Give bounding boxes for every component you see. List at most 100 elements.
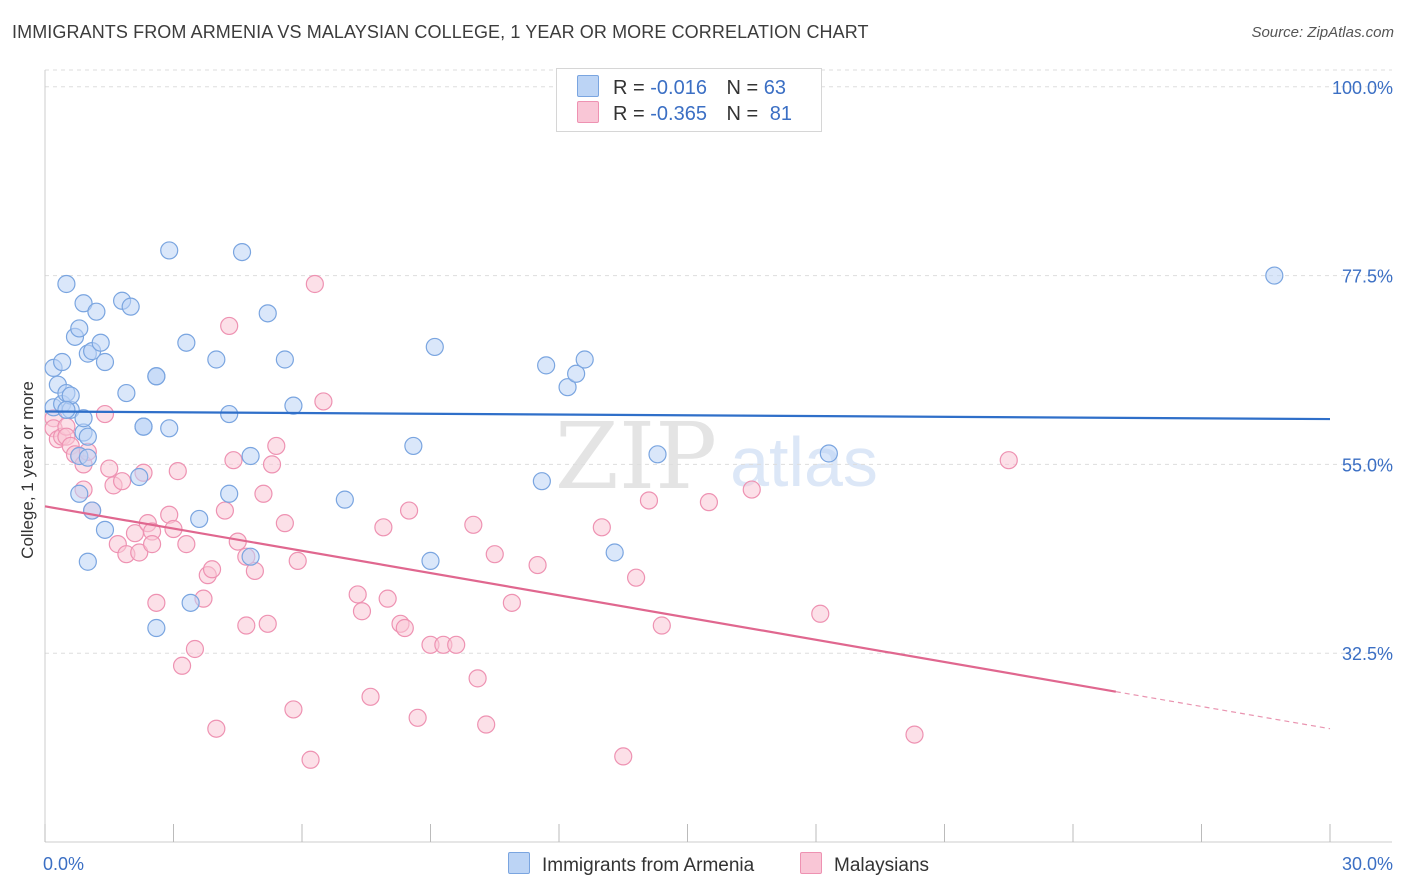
legend: Immigrants from Armenia Malaysians: [0, 852, 1406, 876]
source-label: Source: ZipAtlas.com: [1251, 24, 1394, 41]
malaysians-point: [177, 535, 196, 554]
malaysians-point: [100, 459, 119, 478]
armenia-point: [87, 302, 106, 321]
armenia-r-label: R =: [613, 77, 645, 99]
y-tick-label: 55.0%: [1342, 455, 1393, 475]
malaysians-point: [361, 687, 380, 706]
armenia-point: [532, 472, 551, 491]
stats-row-armenia: R = -0.016 N = 63: [577, 75, 786, 101]
axes: [44, 70, 1392, 843]
armenia-point: [121, 297, 140, 316]
malaysians-point: [237, 616, 256, 635]
malaysians-swatch: [577, 101, 599, 123]
armenia-n-label: N =: [726, 77, 759, 99]
malaysians-n-value: 81: [769, 103, 793, 125]
armenia-points: [44, 241, 1284, 638]
malaysians-point: [502, 593, 521, 612]
armenia-point: [1265, 266, 1284, 285]
malaysians-point: [447, 635, 466, 654]
malaysians-point: [378, 589, 397, 608]
malaysians-point: [485, 545, 504, 564]
armenia-point: [648, 445, 667, 464]
legend-item-armenia[interactable]: Immigrants from Armenia: [508, 852, 754, 877]
malaysians-point: [464, 515, 483, 534]
malaysians-point: [172, 656, 192, 675]
armenia-point: [95, 520, 115, 539]
malaysians-point: [130, 543, 149, 562]
armenia-point: [53, 352, 72, 372]
malaysians-point: [374, 518, 393, 537]
x-tick-label-max: 30.0%: [1342, 854, 1393, 874]
armenia-point: [258, 304, 277, 323]
malaysians-point: [207, 719, 226, 738]
malaysians-point: [477, 715, 496, 734]
armenia-point: [134, 417, 153, 436]
malaysians-point: [348, 585, 367, 604]
malaysians-point: [147, 593, 166, 612]
armenia-point: [70, 319, 89, 338]
armenia-point: [160, 419, 179, 438]
malaysians-point: [626, 568, 646, 587]
armenia-point: [575, 350, 594, 369]
armenia-point: [220, 404, 239, 424]
x-tick-label-min: 0.0%: [43, 854, 84, 874]
armenia-point: [74, 409, 93, 428]
y-tick-label: 100.0%: [1332, 78, 1393, 98]
malaysians-point: [142, 535, 162, 554]
armenia-point: [130, 467, 149, 487]
malaysians-point: [220, 316, 239, 336]
malaysians-point: [652, 616, 671, 635]
armenia-point: [567, 364, 586, 383]
armenia-point: [335, 490, 354, 509]
y-tick-label: 77.5%: [1342, 267, 1393, 287]
malaysians-point: [699, 493, 719, 512]
legend-item-malaysians[interactable]: Malaysians: [800, 852, 929, 877]
armenia-point: [147, 618, 166, 638]
armenia-point: [78, 448, 97, 467]
armenia-point: [74, 294, 93, 313]
armenia-point: [57, 400, 76, 419]
malaysians-point: [742, 480, 761, 499]
malaysians-point: [468, 669, 487, 688]
armenia-point: [220, 484, 239, 503]
watermark-zip: ZIP: [555, 403, 717, 510]
legend-label-armenia: Immigrants from Armenia: [542, 855, 755, 876]
armenia-point: [57, 274, 76, 294]
trend-lines: [44, 410, 1331, 730]
armenia-point: [190, 509, 209, 529]
malaysians-point: [267, 436, 286, 456]
malaysians-point: [284, 700, 303, 719]
armenia-point: [70, 484, 89, 503]
armenia-point: [95, 352, 115, 372]
malaysians-r-label: R =: [613, 103, 645, 125]
malaysians-point: [202, 560, 222, 579]
armenia-point: [177, 333, 196, 352]
armenia-point: [421, 551, 440, 570]
malaysians-point: [275, 514, 294, 533]
armenia-point: [181, 593, 200, 612]
armenia-trend-line: [44, 410, 1331, 421]
malaysians-point: [352, 602, 372, 621]
y-tick-label: 32.5%: [1342, 644, 1393, 664]
armenia-swatch: [577, 75, 599, 97]
malaysians-point: [408, 708, 427, 727]
chart-title: IMMIGRANTS FROM ARMENIA VS MALAYSIAN COL…: [12, 22, 869, 42]
malaysians-point: [301, 750, 320, 769]
malaysians-r-value: -0.365: [650, 103, 707, 125]
malaysians-point: [614, 747, 633, 766]
armenia-r-value: -0.016: [650, 77, 707, 99]
stats-box: R = -0.016 N = 63 R = -0.365 N = 81: [556, 68, 822, 132]
armenia-point: [207, 350, 226, 369]
malaysians-point: [288, 551, 307, 570]
legend-label-malaysians: Malaysians: [834, 855, 930, 876]
armenia-point: [78, 552, 97, 571]
armenia-point: [160, 241, 179, 260]
malaysians-point: [168, 462, 187, 481]
malaysians-point: [395, 618, 414, 638]
malaysians-points: [44, 274, 1018, 769]
legend-swatch-armenia: [508, 852, 530, 874]
armenia-point: [147, 367, 166, 386]
stats-row-malaysians: R = -0.365 N = 81: [577, 101, 792, 127]
armenia-n-value: 63: [763, 77, 787, 99]
